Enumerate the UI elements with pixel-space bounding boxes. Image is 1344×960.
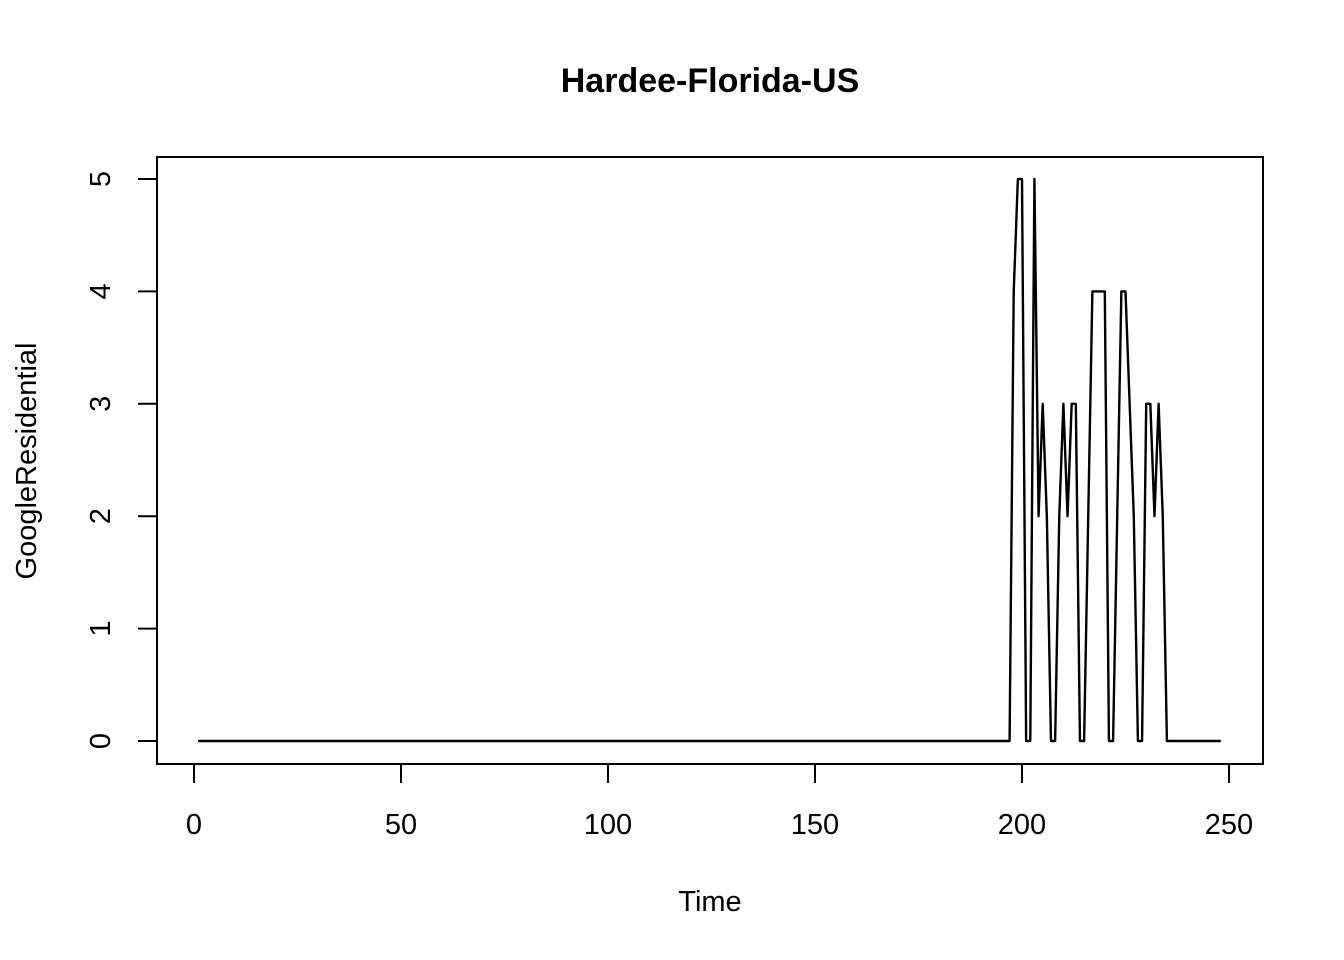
y-tick-label: 3 xyxy=(85,396,117,412)
y-tick-label: 5 xyxy=(85,171,117,187)
x-tick-label: 250 xyxy=(1205,809,1253,841)
x-tick-label: 100 xyxy=(584,809,632,841)
y-tick-label: 2 xyxy=(85,508,117,524)
series-line xyxy=(198,177,1221,743)
x-tick-label: 0 xyxy=(186,809,202,841)
y-tick-label: 0 xyxy=(85,733,117,749)
x-axis-label: Time xyxy=(678,886,741,918)
x-tick-label: 50 xyxy=(385,809,417,841)
x-tick-label: 150 xyxy=(791,809,839,841)
y-tick-label: 4 xyxy=(85,283,117,299)
y-axis: 0 1 2 3 4 5 xyxy=(85,171,158,749)
y-axis-label: GoogleResidential xyxy=(11,343,43,580)
chart-title: Hardee-Florida-US xyxy=(561,62,860,100)
series-layer xyxy=(198,177,1221,743)
y-tick-label: 1 xyxy=(85,621,117,637)
x-axis: 0 50 100 150 200 250 xyxy=(186,763,1253,841)
plot-frame xyxy=(156,156,1264,765)
x-tick-label: 200 xyxy=(998,809,1046,841)
